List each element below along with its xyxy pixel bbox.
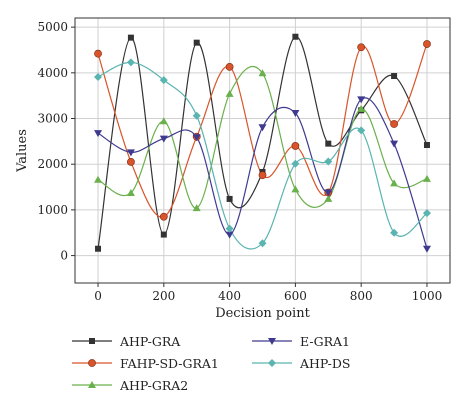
point-ahp-gra2-700 — [324, 194, 333, 202]
legend: AHP-GRA FAHP-SD-GRA1 AHP-GRA2 E-GRA1 AHP… — [0, 328, 474, 400]
point-ahp-ds-800 — [357, 126, 366, 135]
x-tick-label-600: 600 — [284, 289, 307, 303]
series-lines — [97, 36, 428, 250]
point-ahp-gra-400 — [226, 195, 233, 202]
point-ahp-gra2-1000 — [422, 174, 431, 182]
legend-marker-ahp-gra2 — [88, 381, 96, 388]
legend-item-ahp-gra: AHP-GRA — [70, 332, 180, 350]
x-tick-label-400: 400 — [218, 289, 241, 303]
point-ahp-gra2-400 — [225, 89, 234, 97]
y-tick-label-2000: 2000 — [37, 157, 68, 171]
point-ahp-gra-0 — [95, 245, 102, 252]
y-tick-label-1000: 1000 — [37, 203, 68, 217]
legend-marker-ahp-ds — [268, 359, 276, 367]
point-e-gra1-700 — [324, 189, 333, 197]
point-ahp-ds-400 — [225, 224, 234, 233]
legend-label-fahp-sd-gra1: FAHP-SD-GRA1 — [120, 355, 219, 371]
line-chart: 0 200 400 600 800 1000 0 1000 2000 3000 4000 5000 D… — [15, 17, 451, 321]
axis-ticks: 0 200 400 600 800 1000 0 1000 2000 3000 4000 5000 — [37, 20, 442, 303]
point-e-gra1-200 — [159, 135, 168, 143]
x-tick-label-800: 800 — [350, 289, 373, 303]
point-ahp-gra-700 — [325, 140, 332, 147]
point-fahp-sd-gra1-500 — [258, 171, 267, 180]
series-markers — [94, 33, 431, 253]
point-e-gra1-500 — [258, 124, 267, 132]
point-ahp-gra2-300 — [192, 204, 201, 212]
y-tick-label-5000: 5000 — [37, 20, 68, 34]
point-e-gra1-600 — [291, 110, 300, 118]
x-tick-label-0: 0 — [94, 289, 102, 303]
point-ahp-gra-900 — [391, 73, 398, 80]
point-ahp-gra2-600 — [291, 185, 300, 193]
plot-frame — [74, 17, 451, 284]
point-ahp-gra2-900 — [390, 179, 399, 187]
y-tick-label-0: 0 — [60, 249, 68, 263]
x-tick-label-1000: 1000 — [412, 289, 443, 303]
point-fahp-sd-gra1-800 — [357, 43, 366, 52]
x-tick-label-200: 200 — [152, 289, 175, 303]
point-ahp-gra2-0 — [94, 175, 103, 183]
point-ahp-gra-200 — [160, 231, 167, 238]
point-fahp-sd-gra1-900 — [390, 120, 398, 128]
point-ahp-ds-300 — [192, 111, 201, 120]
point-ahp-ds-500 — [258, 239, 267, 248]
legend-marker-fahp-sd-gra1 — [88, 359, 96, 367]
legend-swatch-e-gra1 — [252, 338, 292, 345]
legend-label-ahp-gra: AHP-GRA — [120, 333, 181, 349]
legend-swatch-ahp-ds — [252, 359, 292, 367]
point-e-gra1-0 — [94, 130, 103, 138]
grid — [75, 18, 450, 283]
point-fahp-sd-gra1-1000 — [423, 40, 431, 48]
point-fahp-sd-gra1-400 — [225, 62, 234, 71]
point-ahp-gra2-200 — [159, 117, 168, 125]
legend-item-ahp-ds: AHP-DS — [250, 354, 350, 372]
y-axis-title: Values — [15, 129, 30, 173]
series-line-ahp-gra — [97, 36, 428, 249]
point-ahp-ds-100 — [126, 58, 135, 67]
point-ahp-gra2-100 — [126, 188, 135, 196]
legend-swatch-fahp-sd-gra1 — [72, 359, 112, 367]
legend-marker-e-gra1 — [268, 338, 276, 345]
legend-item-e-gra1: E-GRA1 — [250, 332, 350, 350]
point-fahp-sd-gra1-600 — [291, 142, 300, 150]
series-line-ahp-ds — [97, 61, 428, 250]
point-ahp-ds-200 — [159, 76, 168, 85]
point-ahp-gra2-800 — [357, 104, 366, 112]
point-fahp-sd-gra1-200 — [159, 212, 168, 221]
point-ahp-ds-1000 — [422, 209, 431, 218]
legend-label-ahp-gra2: AHP-GRA2 — [120, 377, 189, 393]
point-e-gra1-300 — [192, 134, 201, 142]
point-ahp-ds-700 — [324, 157, 333, 166]
legend-label-ahp-ds: AHP-DS — [300, 355, 351, 371]
x-axis-title: Decision point — [215, 306, 310, 321]
point-e-gra1-1000 — [422, 245, 431, 253]
legend-item-ahp-gra2: AHP-GRA2 — [70, 376, 188, 394]
legend-item-fahp-sd-gra1: FAHP-SD-GRA1 — [70, 354, 219, 372]
point-e-gra1-400 — [225, 231, 234, 239]
point-ahp-ds-0 — [94, 72, 103, 81]
point-ahp-gra-100 — [127, 34, 134, 41]
point-ahp-gra-600 — [292, 33, 299, 40]
legend-swatch-ahp-gra2 — [72, 381, 112, 388]
y-tick-label-3000: 3000 — [37, 112, 68, 126]
point-ahp-gra-300 — [193, 39, 200, 46]
point-ahp-ds-900 — [390, 228, 399, 237]
legend-label-e-gra1: E-GRA1 — [300, 333, 350, 349]
legend-swatch-ahp-gra — [72, 338, 112, 344]
point-ahp-gra-1000 — [423, 142, 430, 149]
point-fahp-sd-gra1-100 — [127, 158, 135, 166]
y-tick-label-4000: 4000 — [37, 66, 68, 80]
point-ahp-gra2-500 — [258, 69, 267, 77]
point-e-gra1-800 — [357, 96, 366, 104]
point-e-gra1-100 — [126, 149, 135, 157]
point-e-gra1-900 — [390, 140, 399, 148]
legend-marker-ahp-gra — [89, 338, 95, 344]
point-fahp-sd-gra1-0 — [94, 49, 102, 58]
point-ahp-ds-600 — [291, 159, 300, 168]
